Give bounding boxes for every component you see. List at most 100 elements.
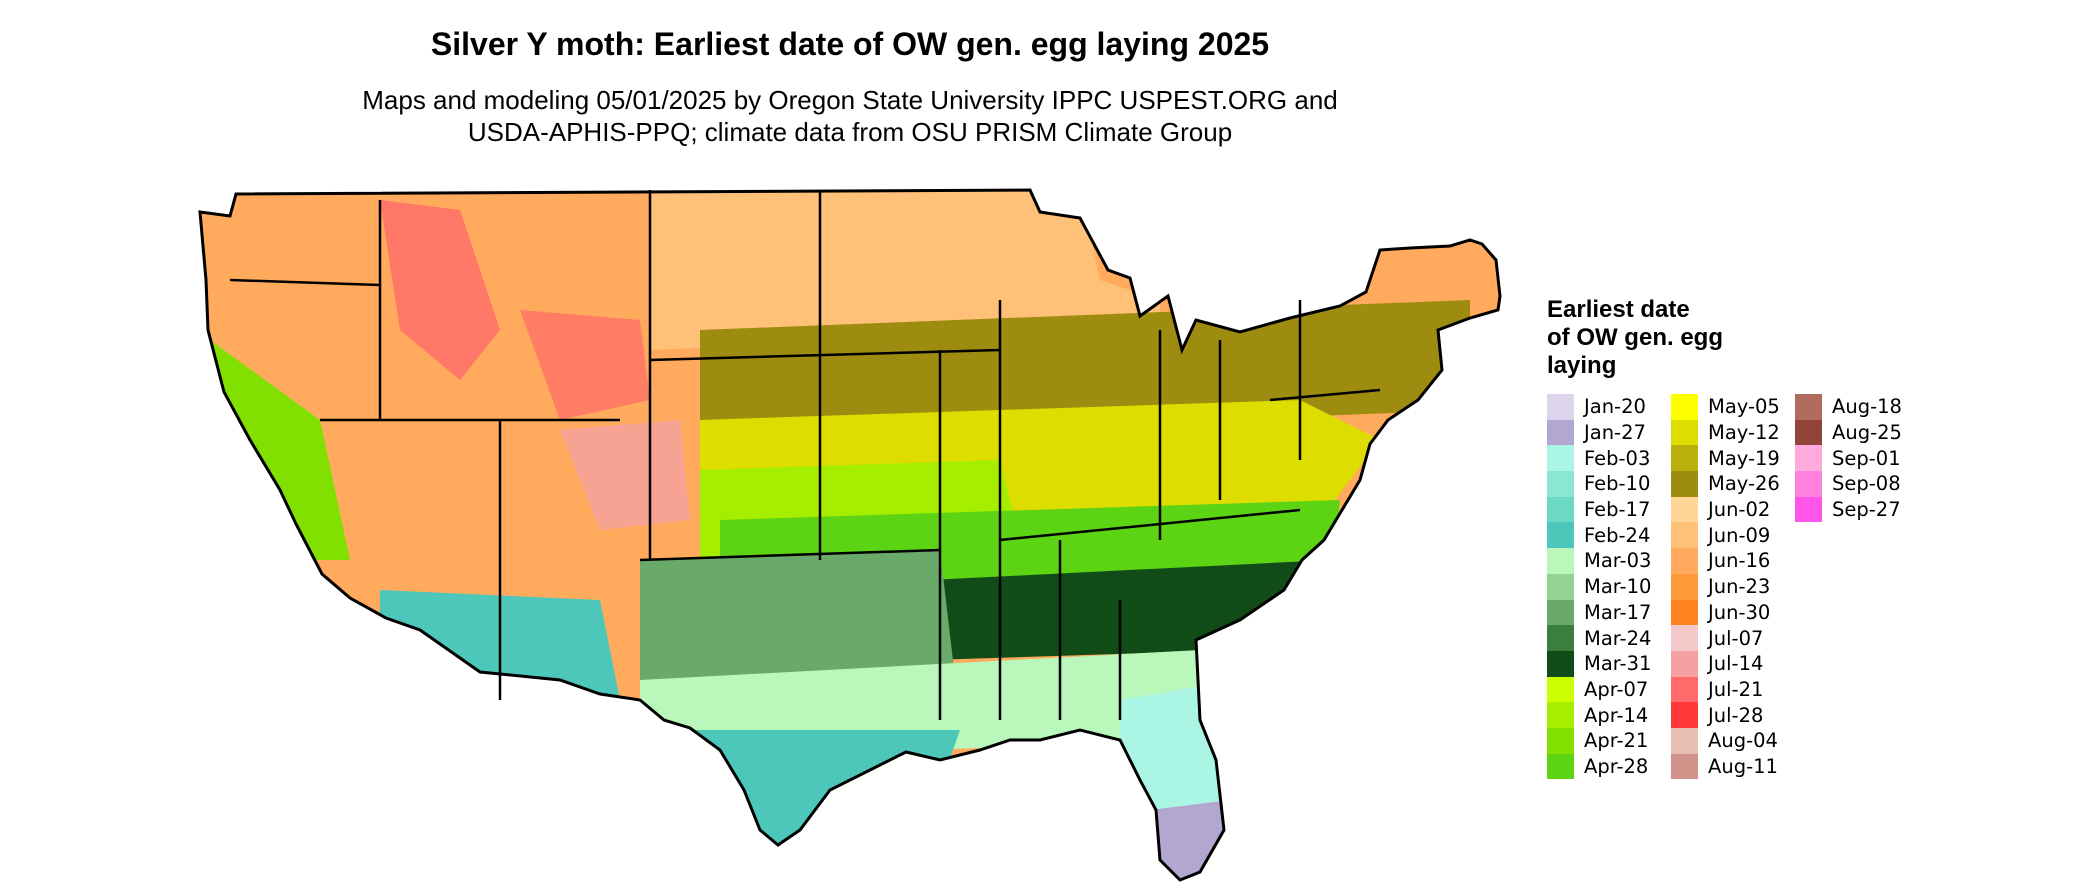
legend-label: Jun-16: [1708, 549, 1771, 573]
legend-swatch: [1547, 471, 1574, 497]
legend-swatch: [1671, 625, 1698, 651]
legend-swatch: [1547, 496, 1574, 523]
legend-item: Feb-10: [1547, 471, 1671, 497]
legend-label: Jun-23: [1708, 575, 1771, 599]
legend-item: Aug-11: [1671, 753, 1795, 780]
legend-item: May-19: [1671, 445, 1795, 472]
legend-swatch: [1671, 676, 1698, 703]
legend-label: Aug-04: [1708, 729, 1778, 753]
zone-northern-plains: [650, 190, 1160, 350]
legend-swatch: [1671, 727, 1698, 754]
legend-item: Aug-18: [1795, 394, 1919, 420]
legend-swatch: [1547, 727, 1574, 754]
legend-label: Aug-18: [1832, 395, 1902, 419]
legend-swatch: [1671, 702, 1698, 728]
legend-swatch: [1671, 548, 1698, 574]
legend-label: Mar-03: [1584, 549, 1652, 573]
legend-label: Feb-10: [1584, 472, 1651, 496]
legend-item: Jun-09: [1671, 522, 1795, 549]
map-title: Silver Y moth: Earliest date of OW gen. …: [430, 26, 1270, 62]
legend-item: Apr-28: [1547, 753, 1671, 780]
legend-column: Jan-20 Jan-27 Feb-03 Feb-10 Feb-17 Feb-24 Mar-…: [1547, 394, 1671, 780]
legend-item: Jul-07: [1671, 625, 1795, 651]
legend-item: Mar-31: [1547, 650, 1671, 677]
legend-label: May-26: [1708, 472, 1780, 496]
legend-swatch: [1547, 394, 1574, 420]
legend-item: Jul-14: [1671, 650, 1795, 677]
legend-label: Mar-31: [1584, 652, 1652, 676]
legend-label: Apr-14: [1584, 703, 1649, 727]
legend-item: Sep-08: [1795, 471, 1919, 497]
legend-swatch: [1547, 548, 1574, 574]
legend-swatch: [1795, 419, 1822, 446]
legend-swatch: [1547, 573, 1574, 600]
legend-label: Apr-21: [1584, 729, 1649, 753]
subtitle-line-1: Maps and modeling 05/01/2025 by Oregon S…: [362, 85, 1338, 115]
legend-item: Jun-16: [1671, 548, 1795, 574]
legend-swatch: [1547, 625, 1574, 651]
legend-label: Mar-17: [1584, 600, 1652, 624]
legend-swatch: [1671, 599, 1698, 626]
legend-swatch: [1671, 394, 1698, 420]
legend-label: May-12: [1708, 421, 1780, 445]
zone-rockies-high: [380, 200, 500, 380]
legend-title-line-3: laying: [1547, 352, 1617, 379]
zone-south-florida: [1150, 800, 1230, 880]
legend-column: Aug-18 Aug-25 Sep-01 Sep-08 Sep-27: [1795, 394, 1919, 779]
legend-item: Jun-30: [1671, 599, 1795, 626]
legend-item: Jun-23: [1671, 573, 1795, 600]
legend-item: Mar-24: [1547, 625, 1671, 651]
legend-item: Mar-17: [1547, 599, 1671, 626]
legend-label: Apr-28: [1584, 754, 1649, 778]
legend: Earliest date of OW gen. egg laying Jan-…: [1547, 296, 1919, 780]
legend-label: Sep-27: [1832, 498, 1901, 522]
legend-swatch: [1671, 471, 1698, 497]
legend-swatch: [1547, 445, 1574, 472]
legend-label: Sep-08: [1832, 472, 1901, 496]
legend-label: Jan-20: [1584, 395, 1646, 419]
legend-label: Feb-03: [1584, 446, 1651, 470]
legend-item: Apr-07: [1547, 676, 1671, 703]
legend-label: Jan-27: [1584, 421, 1646, 445]
legend-label: Jul-28: [1708, 703, 1764, 727]
legend-label: Jul-07: [1708, 626, 1764, 650]
legend-label: Jun-30: [1708, 600, 1771, 624]
legend-item: Sep-27: [1795, 496, 1919, 523]
legend-swatch: [1671, 522, 1698, 549]
legend-swatch: [1795, 471, 1822, 497]
zone-california-valley: [210, 340, 350, 560]
legend-item: Jun-02: [1671, 496, 1795, 523]
legend-swatch: [1547, 676, 1574, 703]
legend-item: Jul-28: [1671, 702, 1795, 728]
legend-label: Feb-17: [1584, 498, 1651, 522]
legend-label: Mar-10: [1584, 575, 1652, 599]
legend-label: Jun-09: [1708, 523, 1771, 547]
legend-item: Feb-24: [1547, 522, 1671, 549]
legend-item: Feb-03: [1547, 445, 1671, 472]
legend-swatch: [1547, 702, 1574, 728]
legend-label: Mar-24: [1584, 626, 1652, 650]
legend-label: Jul-14: [1708, 652, 1764, 676]
legend-item: Apr-21: [1547, 727, 1671, 754]
legend-swatch: [1671, 419, 1698, 446]
legend-swatch: [1671, 650, 1698, 677]
legend-item: May-12: [1671, 419, 1795, 446]
legend-label: Jul-21: [1708, 677, 1764, 701]
legend-item: Jan-20: [1547, 394, 1671, 420]
legend-item: Jan-27: [1547, 419, 1671, 446]
legend-swatch: [1795, 496, 1822, 523]
map-fill: [200, 190, 1500, 880]
legend-columns: Jan-20 Jan-27 Feb-03 Feb-10 Feb-17 Feb-24 Mar-…: [1547, 394, 1919, 780]
legend-swatch: [1547, 599, 1574, 626]
legend-item: Mar-03: [1547, 548, 1671, 574]
legend-swatch: [1547, 419, 1574, 446]
legend-swatch: [1671, 753, 1698, 780]
legend-item: Jul-21: [1671, 676, 1795, 703]
legend-label: Apr-07: [1584, 677, 1649, 701]
legend-item: Apr-14: [1547, 702, 1671, 728]
legend-item: Feb-17: [1547, 496, 1671, 523]
state-borders: [229, 190, 1381, 720]
map-subtitle: Maps and modeling 05/01/2025 by Oregon S…: [0, 84, 1700, 148]
legend-swatch: [1795, 445, 1822, 472]
legend-swatch: [1671, 445, 1698, 472]
